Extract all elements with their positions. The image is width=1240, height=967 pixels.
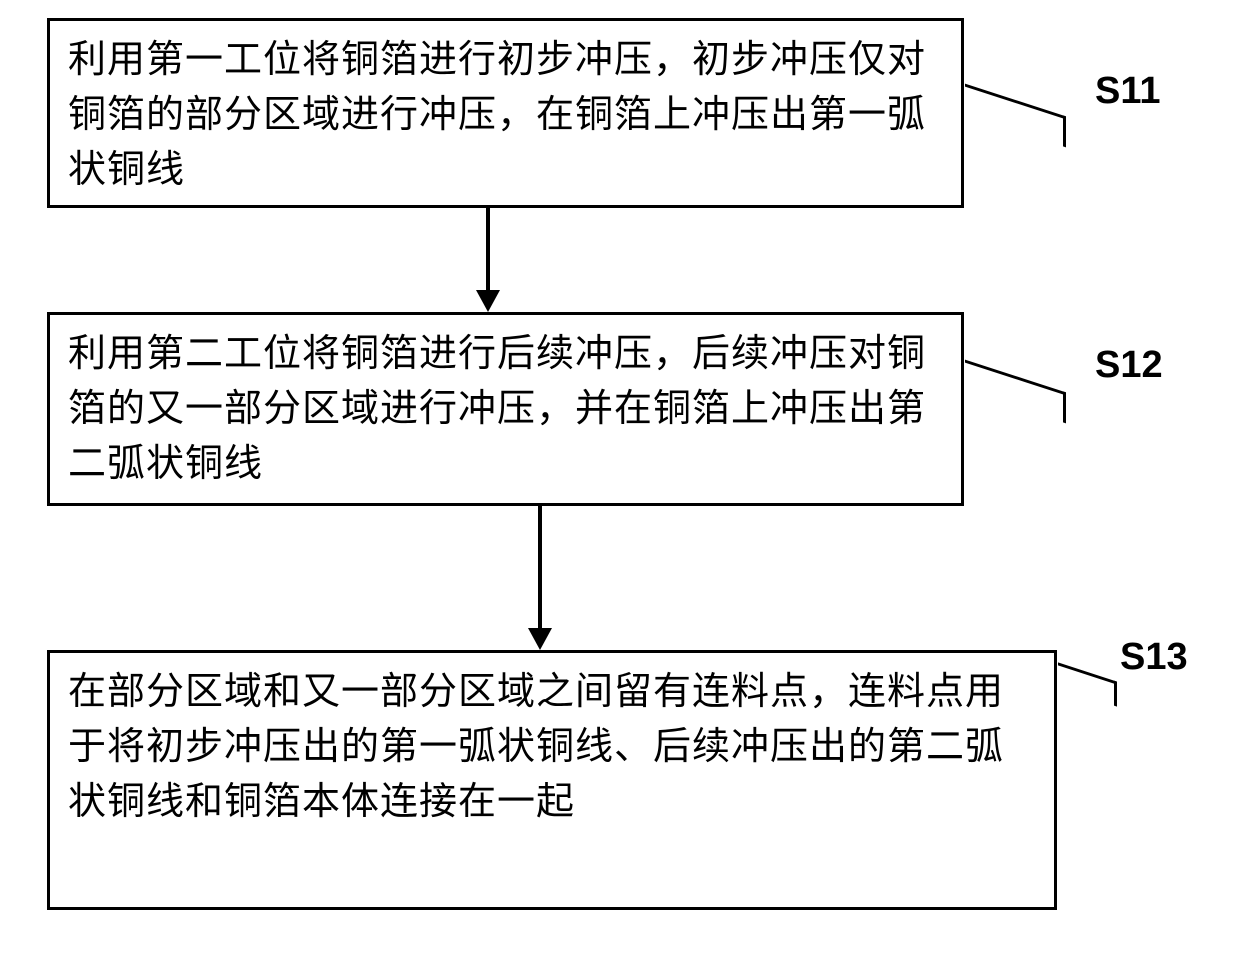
arrow-line [538,506,542,628]
callout-tick-s13 [1058,662,1117,706]
callout-tick-s12 [965,360,1066,424]
step-label-s13: S13 [1120,636,1188,679]
callout-tick-s11 [965,84,1066,148]
arrow-line [486,208,490,290]
flow-step-s12: 利用第二工位将铜箔进行后续冲压，后续冲压对铜箔的又一部分区域进行冲压，并在铜箔上… [47,312,964,506]
arrow-head-icon [528,628,552,650]
flow-step-s11-text: 利用第一工位将铜箔进行初步冲压，初步冲压仅对铜箔的部分区域进行冲压，在铜箔上冲压… [68,33,943,198]
arrow-head-icon [476,290,500,312]
step-label-s11: S11 [1095,70,1161,113]
flow-step-s11: 利用第一工位将铜箔进行初步冲压，初步冲压仅对铜箔的部分区域进行冲压，在铜箔上冲压… [47,18,964,208]
step-label-s12: S12 [1095,344,1163,387]
flow-step-s13: 在部分区域和又一部分区域之间留有连料点，连料点用于将初步冲压出的第一弧状铜线、后… [47,650,1057,910]
flow-step-s12-text: 利用第二工位将铜箔进行后续冲压，后续冲压对铜箔的又一部分区域进行冲压，并在铜箔上… [68,327,943,492]
flowchart-canvas: 利用第一工位将铜箔进行初步冲压，初步冲压仅对铜箔的部分区域进行冲压，在铜箔上冲压… [0,0,1240,967]
flow-step-s13-text: 在部分区域和又一部分区域之间留有连料点，连料点用于将初步冲压出的第一弧状铜线、后… [68,665,1036,830]
